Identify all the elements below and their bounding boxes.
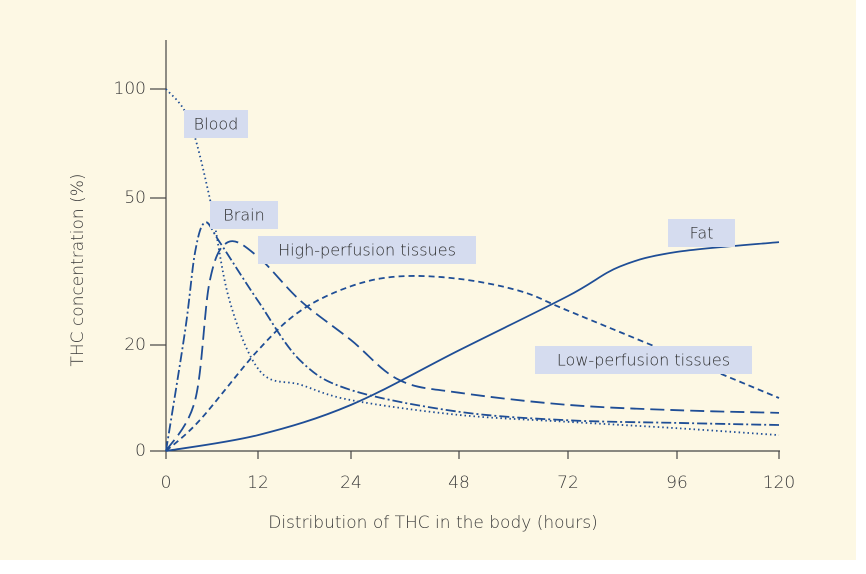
series-label: Fat	[690, 224, 714, 243]
series-label-box	[668, 219, 735, 247]
series-label-box	[184, 110, 248, 138]
y-axis-title: THC concentration (%)	[68, 173, 88, 366]
x-axis-title: Distribution of THC in the body (hours)	[268, 513, 598, 533]
series-label: Low-perfusion tissues	[557, 351, 730, 370]
background	[0, 0, 856, 560]
series-line	[165, 88, 780, 436]
y-tick-label: 50	[124, 188, 146, 208]
series-label: High-perfusion tissues	[278, 241, 456, 260]
series-label-box	[210, 201, 278, 229]
series-label: Blood	[194, 115, 239, 134]
x-tick-label: 0	[161, 473, 172, 493]
x-tick-label: 96	[666, 473, 688, 493]
series-line	[165, 275, 780, 452]
y-tick-label: 100	[114, 79, 146, 99]
x-tick-label: 48	[448, 473, 470, 493]
x-tick-label: 120	[763, 473, 795, 493]
y-tick-label: 20	[124, 335, 146, 355]
series-line	[165, 221, 780, 452]
y-tick-label: 0	[135, 441, 146, 461]
series-line	[165, 240, 780, 452]
series-label-box	[535, 346, 752, 374]
x-tick-label: 72	[557, 473, 579, 493]
x-tick-label: 12	[247, 473, 269, 493]
series-label-box	[258, 236, 476, 264]
series-label: Brain	[223, 206, 264, 225]
series-line	[165, 241, 780, 452]
x-tick-label: 24	[340, 473, 362, 493]
